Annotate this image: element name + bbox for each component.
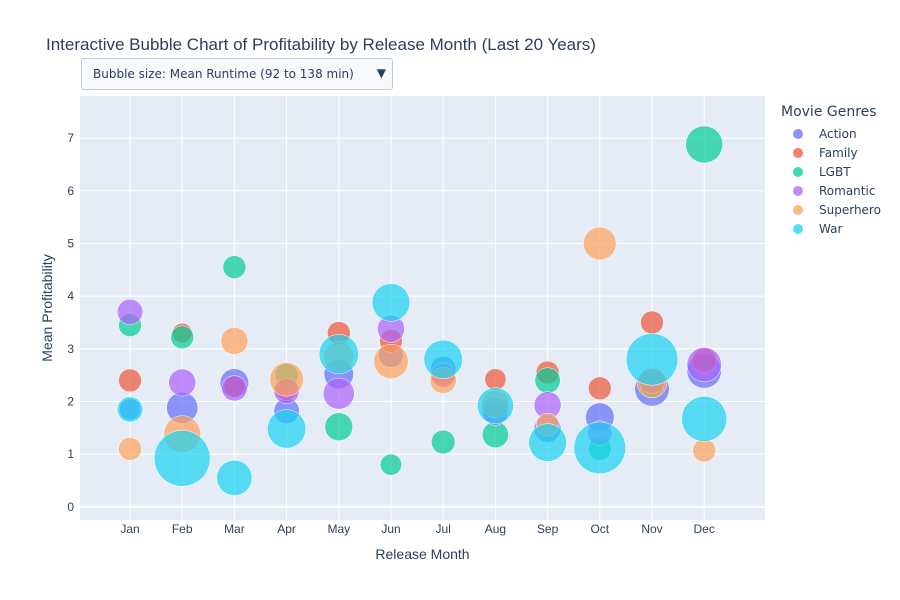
bubble-war-mar[interactable]	[216, 459, 253, 496]
bubble-war-oct[interactable]	[573, 421, 626, 475]
x-tick-label: Apr	[277, 522, 296, 536]
bubble-war-sep[interactable]	[528, 423, 567, 462]
y-tick-label: 2	[67, 394, 74, 408]
x-tick-label: Jun	[381, 522, 400, 536]
legend-item-romantic[interactable]: Romantic	[781, 181, 881, 200]
x-tick-label: May	[327, 522, 350, 536]
bubble-romantic-mar[interactable]	[221, 375, 248, 402]
bubble-lgbt-dec[interactable]	[685, 125, 723, 164]
bubble-superhero-apr[interactable]	[269, 362, 304, 397]
bubble-lgbt-feb[interactable]	[170, 325, 194, 349]
chevron-down-icon: ▼	[376, 66, 386, 80]
legend-swatch-superhero	[793, 204, 803, 215]
legend-label: Family	[819, 145, 858, 160]
bubble-romantic-jan[interactable]	[117, 298, 143, 325]
legend-label: LGBT	[819, 164, 851, 179]
bubble-superhero-jun[interactable]	[373, 343, 409, 379]
x-tick-label: Aug	[485, 522, 506, 536]
chart-title: Interactive Bubble Chart of Profitabilit…	[46, 35, 596, 54]
x-tick-label: Nov	[641, 522, 662, 536]
bubble-family-aug[interactable]	[484, 368, 507, 391]
bubble-superhero-oct[interactable]	[583, 226, 617, 261]
y-axis-label: Mean Profitability	[39, 254, 55, 361]
bubble-lgbt-may[interactable]	[324, 412, 354, 441]
legend-item-war[interactable]: War	[781, 219, 881, 238]
axis-ticks: 0 1 2 3 4 5 6 7 Jan Feb Mar Apr May Jun Jul Aug Sep Oct No…	[67, 131, 715, 536]
legend-swatch-action	[793, 128, 803, 139]
bubble-war-apr[interactable]	[267, 409, 307, 449]
bubble-war-dec[interactable]	[681, 395, 728, 442]
y-tick-label: 5	[67, 236, 74, 250]
y-tick-label: 7	[67, 131, 74, 145]
legend-label: War	[819, 221, 843, 236]
x-tick-label: Jan	[120, 522, 139, 536]
dropdown-label: Bubble size: Mean Runtime (92 to 138 min…	[93, 67, 354, 81]
legend-swatch-lgbt	[793, 166, 803, 177]
legend-item-lgbt[interactable]: LGBT	[781, 162, 881, 181]
legend-item-action[interactable]: Action	[781, 124, 881, 143]
bubble-lgbt-jul[interactable]	[431, 429, 456, 455]
bubble-war-jul[interactable]	[423, 339, 463, 379]
legend-label: Action	[819, 126, 857, 141]
legend-title: Movie Genres	[781, 104, 877, 120]
bubble-war-nov[interactable]	[625, 333, 679, 386]
x-axis-label: Release Month	[375, 546, 469, 562]
y-tick-label: 3	[67, 342, 74, 356]
x-tick-label: Feb	[172, 522, 193, 536]
bubble-superhero-mar[interactable]	[220, 327, 249, 355]
bubble-layer	[117, 125, 728, 496]
legend-swatch-family	[793, 147, 803, 158]
bubble-romantic-dec[interactable]	[686, 347, 722, 383]
legend: Movie Genres Action Family LGBT Romantic…	[781, 104, 881, 238]
x-tick-label: Mar	[224, 522, 245, 536]
y-tick-label: 0	[67, 500, 74, 514]
legend-swatch-war	[793, 223, 803, 234]
bubble-romantic-may[interactable]	[322, 377, 355, 410]
legend-label: Romantic	[819, 183, 876, 198]
bubble-family-nov[interactable]	[640, 310, 664, 335]
bubble-lgbt-jun[interactable]	[380, 453, 402, 476]
x-tick-label: Sep	[537, 522, 559, 536]
bubble-superhero-jan[interactable]	[118, 437, 142, 461]
bubble-family-jan[interactable]	[118, 368, 142, 393]
legend-label: Superhero	[819, 202, 881, 217]
legend-swatch-romantic	[793, 185, 803, 196]
series-war	[117, 283, 728, 496]
legend-item-superhero[interactable]: Superhero	[781, 200, 881, 219]
y-tick-label: 4	[67, 289, 74, 303]
bubble-lgbt-sep[interactable]	[534, 367, 561, 394]
x-tick-label: Oct	[590, 522, 609, 536]
y-tick-label: 1	[67, 447, 74, 461]
bubble-war-jun[interactable]	[371, 283, 411, 322]
bubble-war-aug[interactable]	[477, 387, 514, 425]
bubble-size-dropdown[interactable]: Bubble size: Mean Runtime (92 to 138 min…	[81, 58, 393, 90]
x-tick-label: Dec	[694, 522, 715, 536]
x-tick-label: Jul	[436, 522, 451, 536]
bubble-superhero-dec[interactable]	[692, 438, 716, 463]
bubble-family-oct[interactable]	[588, 376, 612, 401]
legend-item-family[interactable]: Family	[781, 143, 881, 162]
y-tick-label: 6	[67, 184, 74, 198]
bubble-lgbt-mar[interactable]	[222, 255, 247, 279]
bubble-war-feb[interactable]	[153, 430, 211, 487]
bubble-romantic-feb[interactable]	[168, 368, 196, 397]
bubble-war-jan[interactable]	[117, 396, 143, 423]
bubble-war-may[interactable]	[318, 334, 359, 375]
